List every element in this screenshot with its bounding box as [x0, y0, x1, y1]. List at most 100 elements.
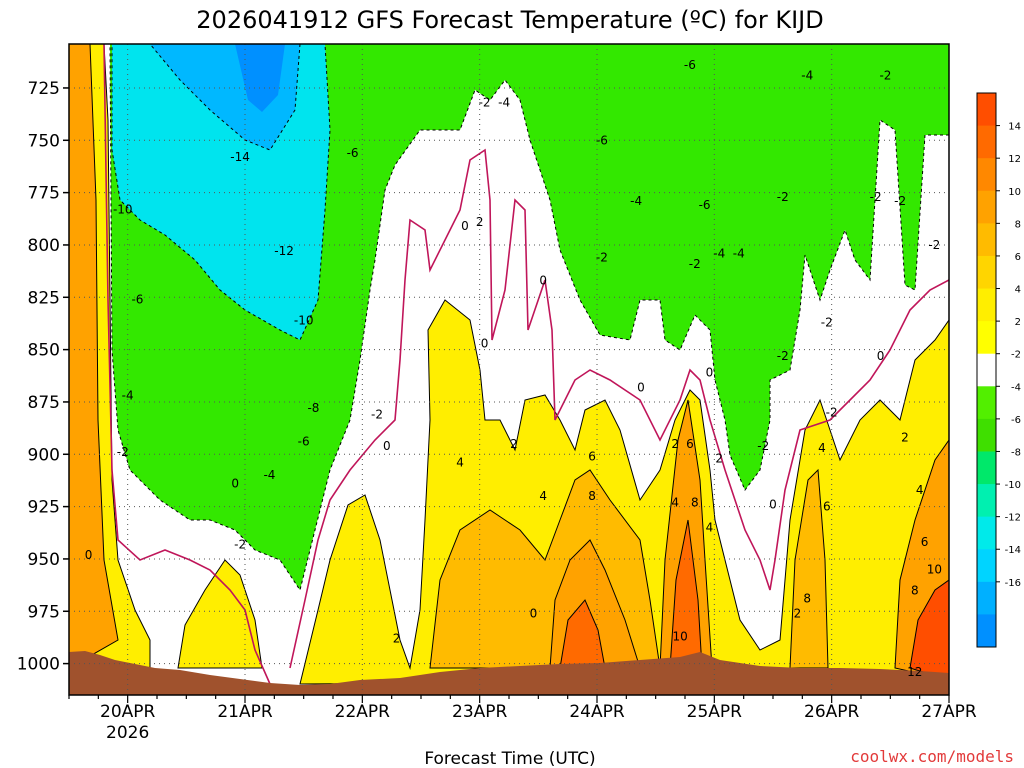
contour-label: -2 — [777, 349, 789, 363]
contour-label: 0 — [231, 477, 239, 491]
watermark: coolwx.com/models — [850, 747, 1014, 766]
contour-label: 0 — [769, 498, 777, 512]
terrain — [69, 651, 949, 695]
contour-label: 4 — [916, 483, 924, 497]
colorbar-swatch — [977, 549, 996, 583]
colorbar-swatch — [977, 321, 996, 355]
coldest-core-region — [235, 44, 285, 112]
contour-label: 10 — [927, 562, 942, 576]
warm-region-21apr — [177, 559, 263, 669]
contour-label: 4 — [818, 441, 826, 455]
colorbar-swatch — [977, 451, 996, 485]
contour-label: 10 — [672, 629, 687, 643]
colorbar-tick-label: -16 — [1005, 578, 1021, 589]
contour-label: -6 — [596, 133, 608, 147]
colorbar-swatch — [977, 418, 996, 452]
colorbar-swatch — [977, 484, 996, 518]
freezing-line — [103, 44, 949, 685]
grid — [69, 44, 949, 695]
contour-label: -4 — [713, 246, 725, 260]
colorbar-swatch — [977, 158, 996, 192]
colorbar-swatch — [977, 255, 996, 290]
x-tick-label: 20APR — [100, 702, 156, 722]
colorbar-tick-label: 8 — [1015, 219, 1021, 230]
y-tick-label: 775 — [28, 184, 60, 204]
contour-label: 0 — [877, 349, 885, 363]
y-tick-label: 800 — [28, 236, 60, 256]
contour-label: 4 — [539, 489, 547, 503]
y-axis: 725 750 775 800 825 850 875 900 925 950 975 1000 — [17, 79, 69, 675]
y-tick-label: 850 — [28, 341, 60, 361]
contour-label: -2 — [479, 96, 491, 110]
contour-label: 6 — [921, 535, 929, 549]
y-tick-label: 900 — [28, 445, 60, 465]
contour-label: -2 — [117, 445, 129, 459]
contour-label: -4 — [801, 68, 813, 82]
contour-label: 2 — [715, 451, 723, 465]
contour-label: 0 — [539, 274, 547, 288]
colorbar-swatch — [977, 223, 996, 257]
colorbar-swatch — [977, 190, 996, 224]
contour-label: 0 — [530, 606, 538, 620]
contour-label: -2 — [928, 238, 940, 252]
contour-label: -4 — [498, 96, 510, 110]
contour-label: -6 — [298, 435, 310, 449]
x-tick-label: 21APR — [217, 702, 273, 722]
colorbar-swatch — [977, 614, 996, 648]
colorbar-swatch — [977, 581, 996, 615]
contour-label: -2 — [234, 537, 246, 551]
contour-label: -14 — [230, 150, 250, 164]
contour-label: -10 — [294, 313, 314, 327]
contour-label: -2 — [777, 190, 789, 204]
contour-label: -10 — [113, 202, 133, 216]
contour-label: -6 — [684, 58, 696, 72]
contour-label: 4 — [671, 495, 679, 509]
contour-label: 0 — [637, 380, 645, 394]
colorbar-swatch — [977, 386, 996, 420]
colorbar-tick-label: -8 — [1011, 447, 1021, 458]
contour-label: -6 — [347, 146, 359, 160]
contour-label: -4 — [630, 194, 642, 208]
contour-label: 8 — [588, 489, 596, 503]
contour-label: 4 — [456, 456, 464, 470]
y-tick-label: 875 — [28, 393, 60, 413]
colorbar-tick-label: -14 — [1005, 545, 1021, 556]
colorbar-tick-label: 4 — [1015, 285, 1021, 296]
x-tick-sublabel: 2026 — [106, 723, 149, 743]
contour-label: -12 — [274, 244, 294, 258]
contour-label: -2 — [821, 315, 833, 329]
colorbar-swatch — [977, 353, 996, 387]
contour-label: 4 — [706, 521, 714, 535]
contour-label: 0 — [85, 548, 93, 562]
contour-label: -4 — [263, 468, 275, 482]
contour-label: -2 — [757, 439, 769, 453]
plot-area: -14-10-12-10-6-4-8-6-4-2-200-6-20-2 -40 20… — [69, 44, 949, 695]
contour-label: 6 — [686, 437, 694, 451]
contour-label: 12 — [907, 665, 922, 679]
colorbar-tick-label: -6 — [1011, 415, 1021, 426]
contour-label: -6 — [699, 198, 711, 212]
x-tick-label: 23APR — [452, 702, 508, 722]
contour-label: -2 — [826, 405, 838, 419]
x-tick-label: 22APR — [335, 702, 391, 722]
contour-label: 0 — [706, 366, 714, 380]
contour-label: 8 — [803, 592, 811, 606]
y-tick-label: 950 — [28, 550, 60, 570]
colorbar-tick-label: -12 — [1005, 513, 1021, 524]
x-axis-label: Forecast Time (UTC) — [424, 749, 595, 768]
contour-label: -4 — [733, 246, 745, 260]
y-tick-label: 825 — [28, 288, 60, 308]
colorbar-tick-label: 12 — [1008, 154, 1021, 165]
contour-label: 2 — [901, 431, 909, 445]
contour-label: 2 — [794, 606, 802, 620]
contour-label: -2 — [879, 68, 891, 82]
contour-label: -2 — [894, 194, 906, 208]
contour-label: 6 — [823, 500, 831, 514]
x-tick-label: 26APR — [804, 702, 860, 722]
contour-label: 0 — [383, 439, 391, 453]
colorbar-tick-label: 14 — [1008, 122, 1021, 133]
y-tick-label: 1000 — [17, 655, 60, 675]
colorbar-swatch — [977, 125, 996, 159]
